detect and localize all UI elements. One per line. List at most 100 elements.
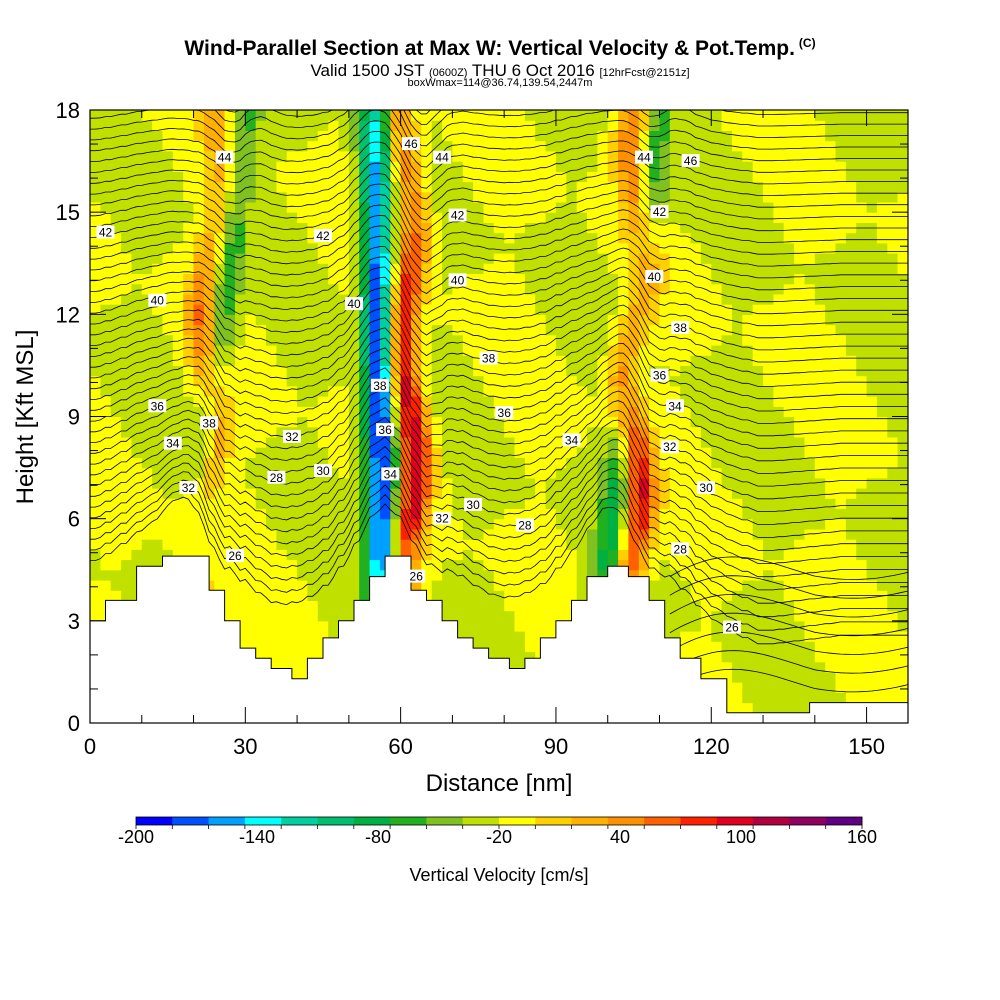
velocity-cell	[442, 304, 454, 315]
velocity-cell	[763, 610, 774, 622]
velocity-cell	[483, 385, 495, 397]
velocity-cell	[390, 201, 402, 213]
velocity-cell	[307, 641, 319, 653]
velocity-cell	[845, 273, 857, 285]
velocity-cell	[866, 569, 878, 581]
velocity-cell	[110, 375, 122, 387]
isentrope-label-bg	[381, 467, 400, 481]
velocity-cell	[224, 518, 236, 530]
velocity-cell	[835, 345, 847, 356]
velocity-cell	[566, 110, 578, 121]
velocity-cell	[535, 600, 547, 612]
velocity-cell	[773, 273, 785, 285]
velocity-cell	[297, 569, 309, 581]
velocity-cell	[783, 273, 795, 285]
velocity-cell	[835, 651, 847, 663]
velocity-cell	[172, 293, 184, 305]
velocity-cell	[794, 508, 806, 520]
velocity-cell	[214, 416, 226, 428]
velocity-cell	[628, 191, 640, 203]
velocity-cell	[700, 671, 712, 683]
velocity-cell	[297, 232, 309, 244]
velocity-cell	[669, 253, 681, 264]
velocity-cell	[328, 273, 340, 285]
velocity-cell	[576, 232, 588, 244]
velocity-cell	[659, 334, 671, 346]
velocity-cell	[90, 222, 101, 234]
velocity-cell	[131, 324, 143, 336]
velocity-cell	[328, 334, 340, 346]
velocity-cell	[804, 549, 816, 561]
velocity-cell	[431, 436, 443, 448]
velocity-cell	[545, 314, 557, 326]
velocity-cell	[266, 130, 277, 142]
velocity-cell	[887, 242, 899, 254]
velocity-cell	[669, 304, 681, 315]
velocity-cell	[876, 355, 888, 366]
velocity-cell	[504, 263, 516, 274]
velocity-cell	[452, 457, 464, 469]
velocity-cell	[887, 150, 899, 162]
velocity-cell	[897, 631, 908, 642]
velocity-cell	[255, 518, 267, 530]
isentrope-line	[90, 436, 908, 551]
velocity-cell	[162, 212, 174, 223]
velocity-cell	[245, 641, 257, 653]
velocity-cell	[162, 314, 174, 326]
isentrope-label-bg	[407, 569, 426, 583]
velocity-cell	[700, 580, 712, 591]
velocity-cell	[524, 181, 536, 193]
velocity-cell	[193, 120, 205, 131]
velocity-cell	[866, 140, 878, 152]
velocity-cell	[700, 314, 712, 326]
velocity-cell	[245, 416, 257, 428]
velocity-cell	[835, 293, 847, 305]
velocity-cell	[638, 436, 650, 448]
velocity-cell	[680, 120, 692, 131]
velocity-cell	[504, 355, 516, 366]
velocity-cell	[224, 539, 236, 550]
velocity-cell	[493, 181, 505, 193]
velocity-cell	[721, 324, 733, 336]
velocity-cell	[442, 569, 454, 581]
velocity-cell	[421, 426, 433, 438]
velocity-cell	[690, 222, 702, 234]
velocity-cell	[431, 324, 443, 336]
velocity-cell	[193, 171, 205, 183]
velocity-cell	[100, 498, 112, 509]
velocity-cell	[473, 365, 485, 377]
velocity-cell	[866, 406, 878, 418]
velocity-cell	[669, 150, 681, 162]
velocity-cell	[90, 334, 101, 346]
velocity-cell	[255, 150, 267, 162]
velocity-cell	[794, 426, 806, 438]
velocity-cell	[514, 457, 526, 469]
velocity-cell	[752, 181, 764, 193]
velocity-cell	[493, 150, 505, 162]
velocity-cell	[597, 191, 609, 203]
velocity-cell	[835, 263, 847, 274]
velocity-cell	[887, 549, 899, 561]
velocity-cell	[493, 345, 505, 356]
velocity-cell	[297, 416, 309, 428]
velocity-cell	[100, 304, 112, 315]
velocity-cell	[628, 559, 640, 571]
velocity-cell	[493, 222, 505, 234]
velocity-cell	[856, 293, 868, 305]
velocity-cell	[255, 426, 267, 438]
velocity-cell	[835, 406, 847, 418]
velocity-cell	[597, 518, 609, 530]
velocity-cell	[628, 498, 640, 509]
velocity-cell	[587, 518, 598, 530]
velocity-cell	[804, 365, 816, 377]
velocity-cell	[897, 477, 908, 489]
velocity-cell	[379, 508, 391, 520]
velocity-cell	[711, 671, 723, 683]
velocity-cell	[110, 406, 122, 418]
velocity-cell	[193, 263, 205, 274]
velocity-cell	[711, 620, 723, 632]
velocity-cell	[794, 682, 806, 693]
velocity-cell	[535, 212, 547, 223]
velocity-cell	[835, 242, 847, 254]
velocity-cell	[121, 477, 133, 489]
